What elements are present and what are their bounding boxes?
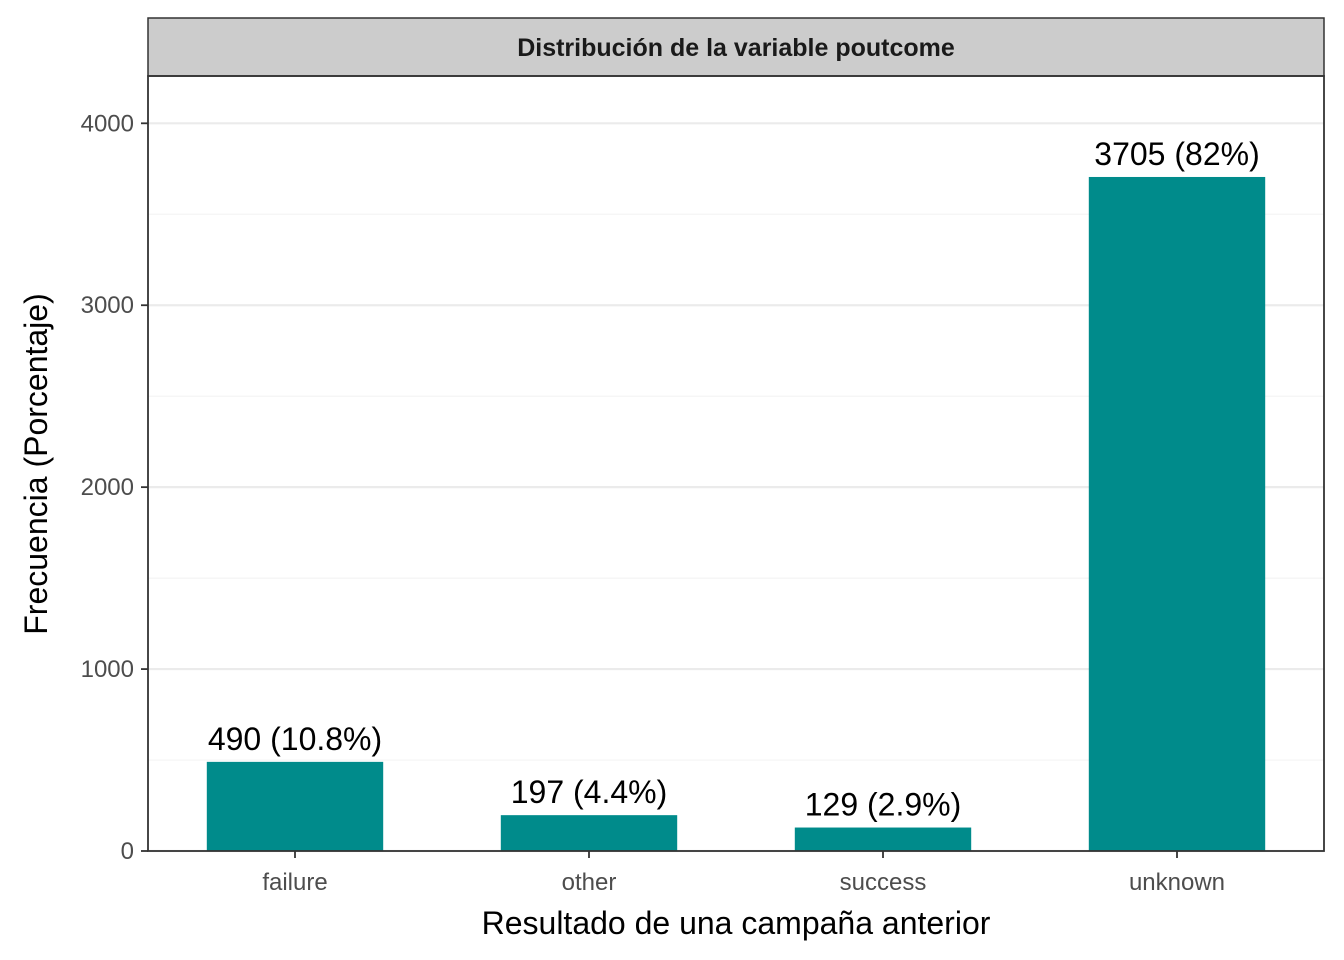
bar-data-label: 197 (4.4%) <box>511 774 668 810</box>
y-tick-label: 1000 <box>81 656 134 683</box>
x-tick-label: failure <box>262 869 327 896</box>
bar-failure <box>206 761 384 851</box>
x-tick-label: unknown <box>1129 869 1225 896</box>
bar-data-label: 490 (10.8%) <box>208 721 382 757</box>
y-tick-label: 2000 <box>81 474 134 501</box>
title-strip <box>147 17 1325 77</box>
bar-labels: 490 (10.8%) 197 (4.4%) 129 (2.9%) 3705 (82%… <box>208 136 1260 823</box>
y-tick-label: 3000 <box>81 292 134 319</box>
bar-other <box>500 815 678 851</box>
x-axis: failure other success unknown <box>262 851 1225 896</box>
y-tick-label: 0 <box>121 838 134 865</box>
bar-success <box>794 827 972 851</box>
x-axis-title: Resultado de una campaña anterior <box>482 905 991 941</box>
x-tick-label: other <box>562 869 617 896</box>
panel-border <box>147 75 1325 852</box>
bars <box>206 176 1266 851</box>
bar-unknown <box>1088 176 1266 851</box>
bar-data-label: 129 (2.9%) <box>805 787 962 823</box>
x-tick-label: success <box>840 869 927 896</box>
bar-data-label: 3705 (82%) <box>1094 136 1259 172</box>
y-axis: 0 1000 2000 3000 4000 <box>81 110 148 865</box>
y-axis-title: Frecuencia (Porcentaje) <box>18 293 54 634</box>
chart-title: Distribución de la variable poutcome <box>517 34 955 62</box>
y-tick-label: 4000 <box>81 110 134 137</box>
